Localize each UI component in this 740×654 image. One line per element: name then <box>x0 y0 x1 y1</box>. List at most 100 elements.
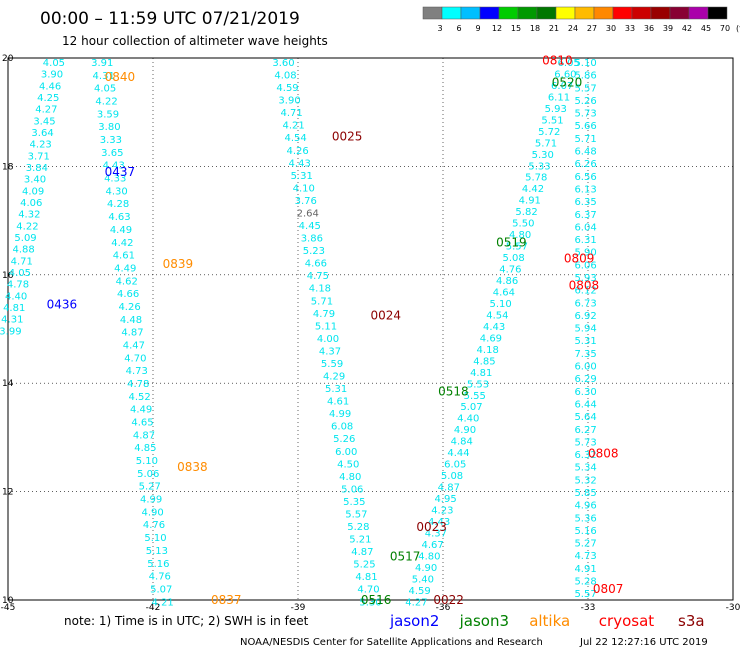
wave-height-value: 4.63 <box>108 212 130 223</box>
wave-height-value: 4.75 <box>307 271 329 282</box>
wave-height-value: 4.05 <box>94 84 116 95</box>
wave-height-value: 4.45 <box>299 221 321 232</box>
wave-height-value: 5.66 <box>574 121 596 132</box>
wave-height-value: 5.50 <box>512 219 534 230</box>
wave-height-value: 4.31 <box>93 71 115 82</box>
wave-height-value: 5.21 <box>349 535 371 546</box>
wave-height-value: 4.84 <box>451 437 473 448</box>
wave-height-value: 6.05 <box>558 58 580 69</box>
wave-height-value: 6.04 <box>574 222 596 233</box>
wave-height-value: 4.32 <box>18 210 40 221</box>
wave-height-value: 4.06 <box>20 198 42 209</box>
pass-time-label: 0808 <box>588 447 619 461</box>
wave-height-value: 3.91 <box>91 58 113 69</box>
wave-height-value: 5.34 <box>574 463 596 474</box>
wave-height-value: 5.93 <box>574 273 596 284</box>
wave-height-value: 4.27 <box>405 597 427 608</box>
wave-height-value: 4.52 <box>129 392 151 403</box>
wave-height-value: 4.44 <box>447 448 469 459</box>
wave-height-value: 4.25 <box>37 93 59 104</box>
wave-height-value: 3.99 <box>0 326 22 337</box>
wave-height-value: 3.71 <box>28 151 50 162</box>
wave-height-value: 4.28 <box>107 199 129 210</box>
scale-label: 42 <box>682 24 692 33</box>
x-tick-label: -30 <box>726 603 740 613</box>
wave-height-value: 4.66 <box>117 289 139 300</box>
wave-height-value: 5.27 <box>139 482 161 493</box>
wave-height-value: 4.22 <box>16 221 38 232</box>
wave-height-value: 6.12 <box>574 286 596 297</box>
wave-height-value: 4.33 <box>104 174 126 185</box>
timestamp-text: Jul 22 12:27:16 UTC 2019 <box>579 637 708 648</box>
wave-height-value: 5.16 <box>147 559 169 570</box>
wave-height-value: 4.90 <box>454 425 476 436</box>
scale-swatch <box>574 6 595 20</box>
wave-height-value: 7.35 <box>574 349 596 360</box>
wave-height-value: 5.94 <box>574 324 596 335</box>
wave-height-value: 5.10 <box>144 533 166 544</box>
wave-height-value: 5.13 <box>146 546 168 557</box>
wave-height-value: 4.21 <box>282 121 304 132</box>
wave-height-value: 5.26 <box>333 434 355 445</box>
wave-height-value: 4.88 <box>13 245 35 256</box>
wave-height-value: 5.86 <box>574 71 596 82</box>
wave-height-value: 4.42 <box>111 238 133 249</box>
wave-height-value: 4.71 <box>11 256 33 267</box>
wave-height-value: 4.00 <box>317 334 339 345</box>
wave-height-value: 5.08 <box>502 253 524 264</box>
pass-track: 4.053.904.464.254.273.453.644.233.713.84… <box>0 58 65 337</box>
wave-height-value: 4.80 <box>418 551 440 562</box>
wave-height-value: 4.43 <box>428 517 450 528</box>
wave-height-value: 4.91 <box>519 196 541 207</box>
scale-swatch <box>612 6 633 20</box>
wave-height-value: 3.64 <box>31 128 53 139</box>
pass-time-labels: 0840 0437 0839 0436 0838 0837 0025 0024 0023 0022… <box>47 54 624 607</box>
scale-label: 27 <box>587 24 597 33</box>
wave-height-value: 5.09 <box>14 233 36 244</box>
scale-label: 24 <box>568 24 578 33</box>
wave-height-value: 4.47 <box>123 340 145 351</box>
pass-time-label: 0023 <box>416 520 447 534</box>
scale-label: 18 <box>530 24 540 33</box>
wave-height-value: 5.73 <box>574 437 596 448</box>
pass-time-label: 0519 <box>496 235 527 249</box>
wave-height-value: 4.87 <box>438 483 460 494</box>
wave-height-value: 5.07 <box>460 402 482 413</box>
scale-label: 15 <box>511 24 521 33</box>
pass-time-label: 0517 <box>390 550 421 564</box>
wave-height-value: 4.43 <box>289 158 311 169</box>
legend-entry-altika: altika <box>529 612 570 630</box>
pass-time-label: 0025 <box>332 130 363 144</box>
wave-height-value: 5.64 <box>574 412 596 423</box>
map-subtitle: 12 hour collection of altimeter wave hei… <box>62 34 328 48</box>
wave-height-value: 4.70 <box>124 353 146 364</box>
pass-time-label: 0837 <box>211 593 242 607</box>
wave-height-value: 4.59 <box>409 586 431 597</box>
scale-swatch <box>460 6 481 20</box>
x-tick-label: -42 <box>146 603 161 613</box>
wave-height-value: 4.76 <box>143 520 165 531</box>
wave-height-value: 4.71 <box>280 108 302 119</box>
wave-height-value: 5.31 <box>291 171 313 182</box>
wave-height-value: 4.10 <box>293 183 315 194</box>
pass-track: 3.60 4.084.59 3.904.71 4.214.54 4.264.43 5.31… <box>272 58 381 608</box>
wave-height-value: 5.10 <box>574 58 596 69</box>
wave-height-value: 5.93 <box>545 104 567 115</box>
wave-height-value: 5.78 <box>525 173 547 184</box>
wave-height-value: 3.59 <box>97 109 119 120</box>
wave-height-value: 4.49 <box>110 225 132 236</box>
wave-height-value: 4.21 <box>152 597 174 608</box>
scale-label: 36 <box>644 24 654 33</box>
wave-height-value: 4.73 <box>574 551 596 562</box>
pass-time-label: 0022 <box>433 593 464 607</box>
footer-note: note: 1) Time is in UTC; 2) SWH is in fe… <box>64 614 309 628</box>
wave-height-value: 5.40 <box>412 574 434 585</box>
wave-height-value: 3.60 <box>272 58 294 69</box>
wave-height-value: 5.57 <box>345 509 367 520</box>
y-tick-label: 10 <box>2 596 14 606</box>
pass-time-label: 0437 <box>105 165 136 179</box>
scale-swatch <box>688 6 709 20</box>
y-tick-label: 20 <box>2 54 14 64</box>
wave-height-value: 4.40 <box>457 414 479 425</box>
